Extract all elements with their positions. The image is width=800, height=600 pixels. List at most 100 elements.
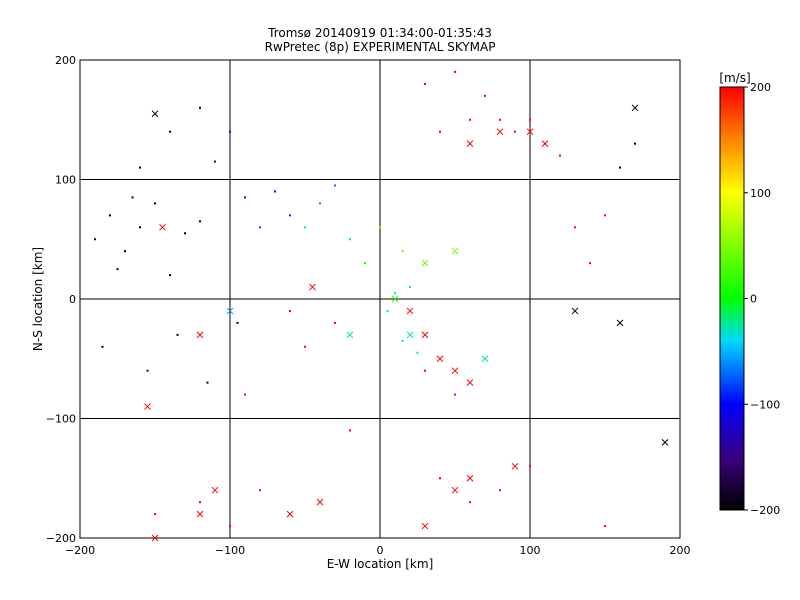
scatter-dot xyxy=(364,262,366,265)
scatter-cross xyxy=(196,331,204,339)
gridlines xyxy=(80,60,680,538)
scatter-cross xyxy=(196,510,204,518)
scatter-cross xyxy=(526,128,534,136)
scatter-dot xyxy=(409,286,411,289)
scatter-dot xyxy=(401,250,404,253)
x-tick-label: 200 xyxy=(670,544,691,557)
scatter-dot xyxy=(379,226,381,229)
chart-title: Tromsø 20140919 01:34:00-01:35:43 xyxy=(267,26,492,40)
scatter-dot xyxy=(454,70,456,73)
colorbar-tick-label: 200 xyxy=(750,81,771,94)
scatter-dot xyxy=(139,226,141,229)
scatter-dot xyxy=(154,513,156,516)
scatter-dot xyxy=(184,232,186,235)
scatter-cross xyxy=(406,307,414,315)
colorbar-tick-label: 100 xyxy=(750,187,771,200)
scatter-cross xyxy=(159,223,166,231)
y-tick-label: 100 xyxy=(55,174,76,187)
y-axis-label: N-S location [km] xyxy=(31,247,45,351)
scatter-cross xyxy=(541,140,549,148)
y-tick-label: −100 xyxy=(46,413,76,426)
scatter-cross xyxy=(151,534,159,542)
y-tick-label: 200 xyxy=(55,54,76,67)
scatter-dot xyxy=(259,489,261,492)
scatter-dot xyxy=(124,250,126,253)
scatter-cross xyxy=(451,247,459,255)
scatter-cross xyxy=(466,379,474,387)
x-tick-label: 0 xyxy=(377,544,384,557)
scatter-dot xyxy=(176,333,179,336)
scatter-dot xyxy=(304,345,306,348)
scatter-cross xyxy=(286,510,294,518)
scatter-dot xyxy=(229,130,231,133)
scatter-cross xyxy=(451,367,459,375)
scatter-cross xyxy=(496,128,504,136)
scatter-cross xyxy=(391,295,399,303)
scatter-cross xyxy=(631,104,639,112)
x-tick-label: 100 xyxy=(520,544,541,557)
scatter-cross xyxy=(309,283,316,291)
scatter-dot xyxy=(394,292,396,295)
scatter-dot xyxy=(304,226,306,229)
scatter-dot xyxy=(589,262,591,265)
scatter-dot xyxy=(101,345,104,348)
scatter-dot xyxy=(349,238,351,241)
scatter-cross xyxy=(151,110,159,118)
scatter-cross xyxy=(316,498,324,506)
scatter-dot xyxy=(401,339,404,342)
scatter-cross xyxy=(571,307,579,315)
scatter-cross xyxy=(481,355,489,363)
scatter-dot xyxy=(559,154,561,157)
scatter-dot xyxy=(199,220,201,223)
scatter-dot xyxy=(334,184,336,187)
colorbar-gradient xyxy=(719,86,745,511)
scatter-dot xyxy=(439,130,441,133)
colorbar: [m/s] −200 −100 0 100 200 xyxy=(719,71,780,517)
plot-area: −200 −100 0 100 200 −200 −100 0 100 200 xyxy=(46,54,691,557)
x-tick-label: −100 xyxy=(215,544,245,557)
data-points xyxy=(94,70,669,542)
x-tick-labels: −200 −100 0 100 200 xyxy=(65,544,691,557)
scatter-dot xyxy=(289,309,291,312)
scatter-dot xyxy=(169,130,171,133)
scatter-dot xyxy=(484,94,486,97)
scatter-cross xyxy=(421,259,429,267)
y-tick-labels: −200 −100 0 100 200 xyxy=(46,54,76,545)
scatter-dot xyxy=(424,369,426,372)
scatter-cross xyxy=(466,140,474,148)
scatter-dot xyxy=(499,118,501,121)
scatter-dot xyxy=(236,321,239,324)
scatter-dot xyxy=(439,477,441,480)
x-tick-label: −200 xyxy=(65,544,95,557)
scatter-cross xyxy=(661,439,669,446)
scatter-cross xyxy=(211,486,219,494)
chart-subtitle: RwPretec (8p) EXPERIMENTAL SKYMAP xyxy=(265,40,496,54)
scatter-dot xyxy=(289,214,291,217)
colorbar-tick-label: −100 xyxy=(750,398,780,411)
scatter-dot xyxy=(244,393,246,396)
scatter-dot xyxy=(116,268,119,271)
x-axis-label: E-W location [km] xyxy=(327,557,434,571)
scatter-dot xyxy=(349,429,351,432)
scatter-dot xyxy=(109,214,111,217)
scatter-dot xyxy=(206,381,209,384)
scatter-dot xyxy=(146,369,149,372)
scatter-dot xyxy=(574,226,576,229)
scatter-dot xyxy=(169,274,171,277)
scatter-cross xyxy=(421,522,429,530)
scatter-dot xyxy=(514,130,516,133)
scatter-dot xyxy=(139,166,141,169)
colorbar-tick-labels: −200 −100 0 100 200 xyxy=(744,81,780,517)
scatter-dot xyxy=(416,351,419,354)
scatter-dot xyxy=(529,118,531,121)
scatter-dot xyxy=(244,196,246,199)
scatter-dot xyxy=(131,196,134,199)
scatter-dot xyxy=(319,202,321,205)
scatter-dot xyxy=(454,393,456,396)
scatter-dot xyxy=(619,166,621,169)
scatter-dot xyxy=(334,321,336,324)
scatter-dot xyxy=(604,525,606,528)
scatter-dot xyxy=(604,214,606,217)
scatter-dot xyxy=(469,118,471,121)
